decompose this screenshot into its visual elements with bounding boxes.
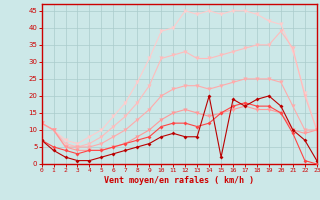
X-axis label: Vent moyen/en rafales ( km/h ): Vent moyen/en rafales ( km/h ) — [104, 176, 254, 185]
